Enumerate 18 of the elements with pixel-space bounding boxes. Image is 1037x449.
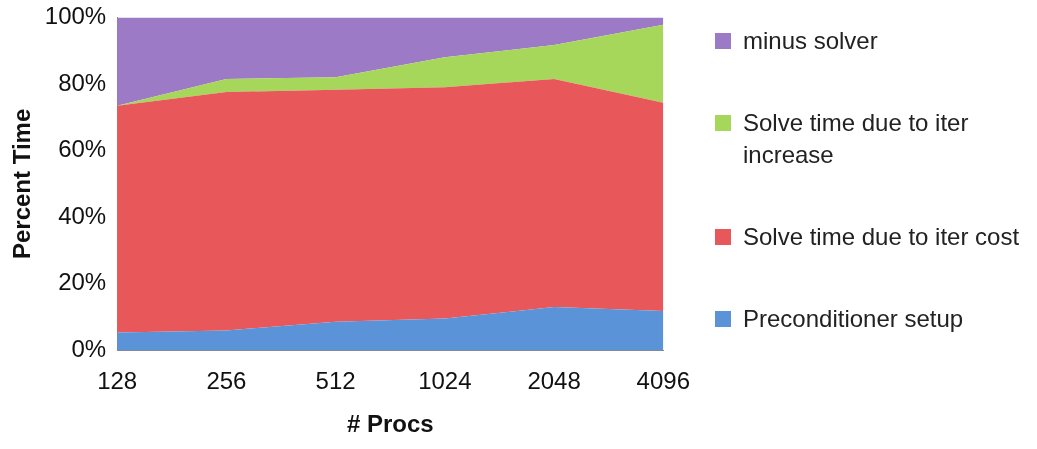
y-tick-label: 0% [71,335,107,363]
legend-label: Preconditioner setup [743,304,964,334]
legend-label: minus solver [743,26,878,56]
y-tick-label: 40% [58,201,107,229]
x-tick-label: 512 [315,367,356,395]
y-axis-title: Percent Time [8,108,36,260]
legend-label: Solve time due to iter cost [743,222,1020,252]
x-axis-title: # Procs [346,410,434,438]
legend-label: Solve time due to iter increase [743,108,970,170]
x-tick-label: 1024 [418,367,472,395]
x-tick-label: 128 [97,367,138,395]
x-tick-label: 4096 [636,367,690,395]
x-tick-label: 256 [206,367,247,395]
y-tick-label: 100% [44,2,107,30]
y-tick-label: 80% [58,68,107,96]
y-tick-label: 20% [58,268,107,296]
x-tick-label: 2048 [527,367,581,395]
y-tick-label: 60% [58,135,107,163]
